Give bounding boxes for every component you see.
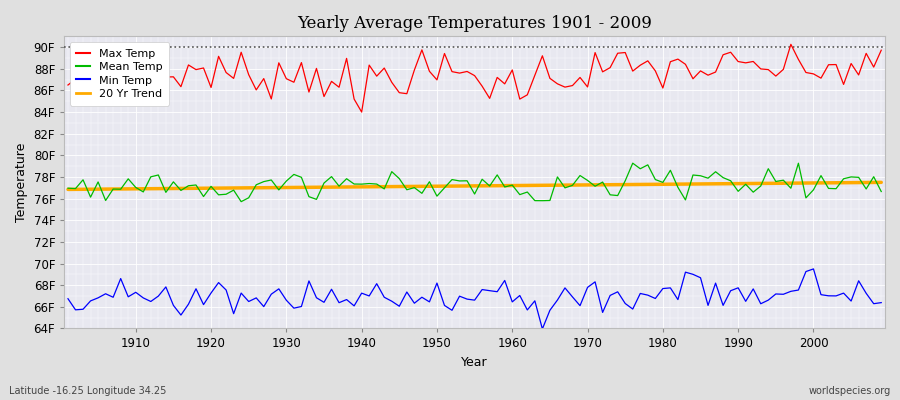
Text: worldspecies.org: worldspecies.org (809, 386, 891, 396)
X-axis label: Year: Year (462, 356, 488, 369)
Text: Latitude -16.25 Longitude 34.25: Latitude -16.25 Longitude 34.25 (9, 386, 166, 396)
Y-axis label: Temperature: Temperature (15, 143, 28, 222)
Title: Yearly Average Temperatures 1901 - 2009: Yearly Average Temperatures 1901 - 2009 (297, 15, 652, 32)
Legend: Max Temp, Mean Temp, Min Temp, 20 Yr Trend: Max Temp, Mean Temp, Min Temp, 20 Yr Tre… (70, 42, 169, 106)
